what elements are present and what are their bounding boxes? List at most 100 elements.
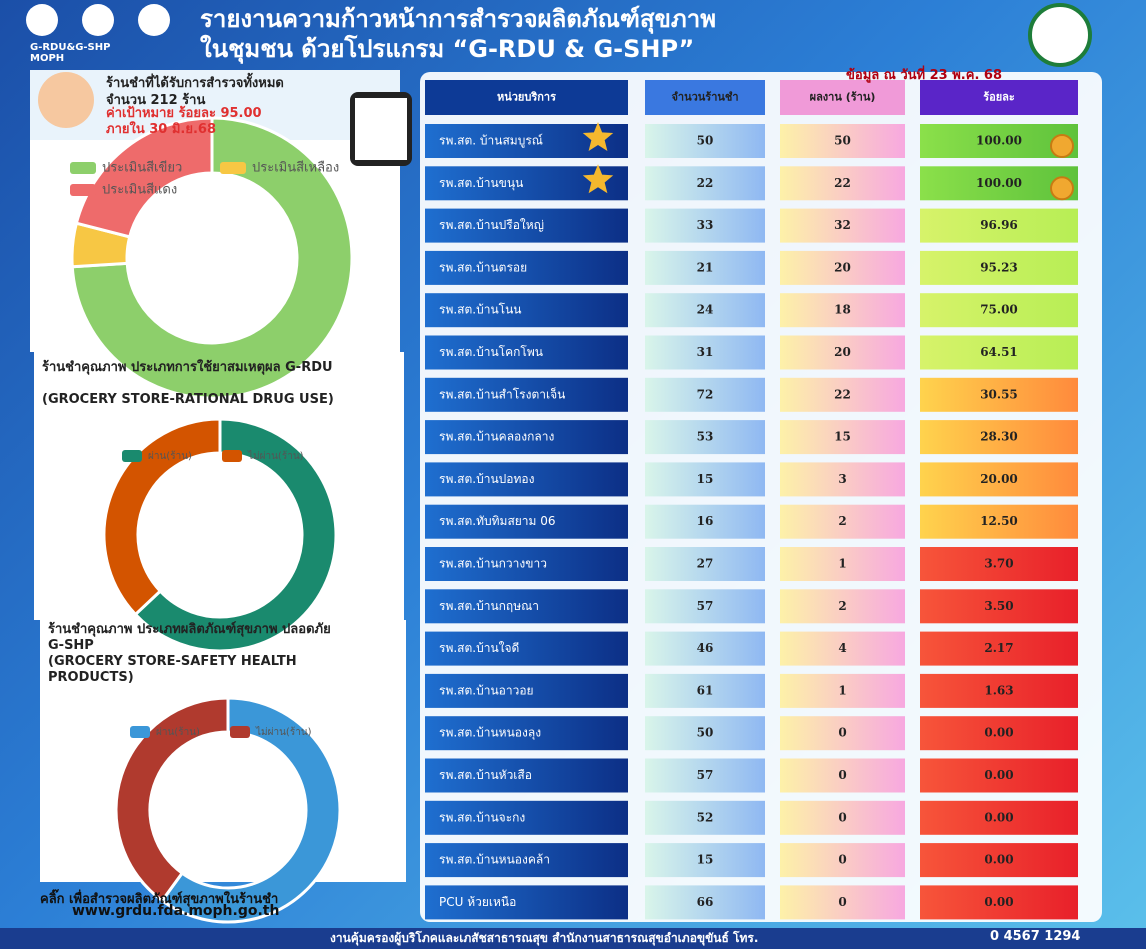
table-cell (920, 462, 1078, 497)
legend-swatch (70, 184, 96, 196)
cell-value: 0.00 (984, 895, 1013, 909)
cell-value: 2.17 (984, 641, 1013, 655)
legend-label: ประเมินสีแดง (102, 182, 177, 198)
legend-swatch (220, 162, 246, 174)
table-cell (645, 420, 765, 455)
star-icon (582, 122, 614, 151)
table-cell (425, 631, 628, 666)
table-cell (920, 673, 1078, 708)
summary-line: ภายใน 30 มิ.ย.68 (106, 122, 217, 137)
unit-name: รพ.สต.ทับทิมสยาม 06 (439, 514, 556, 528)
cell-value: 33 (697, 218, 714, 232)
table-cell (780, 462, 905, 497)
chart-subtitle: (GROCERY STORE-RATIONAL DRUG USE) (42, 392, 334, 407)
cell-value: 0 (838, 726, 846, 740)
cell-value: 20.00 (980, 472, 1018, 486)
table-cell (425, 335, 628, 370)
header-cell (780, 80, 905, 115)
table-cell (780, 631, 905, 666)
table-cell (780, 716, 905, 751)
unit-name: รพ.สต. บ้านสมบูรณ์ (439, 134, 543, 149)
table-cell (645, 800, 765, 835)
unit-name: รพ.สต.บ้านกวางขาว (439, 557, 547, 571)
medal-icon (1050, 134, 1074, 158)
table-cell (645, 166, 765, 201)
cell-value: 50 (834, 134, 851, 148)
table-cell (645, 673, 765, 708)
table-cell (645, 377, 765, 412)
table-cell (780, 800, 905, 835)
unit-name: รพ.สต.บ้านหนองคล้า (439, 853, 550, 867)
cell-value: 0.00 (984, 768, 1013, 782)
data-date: ข้อมูล ณ วันที่ 23 พ.ค. 68 (846, 68, 1002, 83)
cell-value: 50 (697, 726, 714, 740)
cell-value: 1 (838, 683, 846, 697)
table-cell (425, 504, 628, 539)
table-cell (920, 589, 1078, 624)
cell-value: 15 (697, 472, 714, 486)
table-cell (920, 800, 1078, 835)
table-cell (780, 420, 905, 455)
cell-value: 32 (834, 218, 851, 232)
table-cell (425, 716, 628, 751)
table-cell (780, 504, 905, 539)
medal-icon (1050, 176, 1074, 201)
table-cell (645, 462, 765, 497)
table-cell (425, 377, 628, 412)
footer-bar (0, 928, 1146, 949)
table-cell (425, 547, 628, 581)
unit-name: รพ.สต.บ้านอาวอย (439, 683, 534, 697)
legend-label: ไม่ผ่าน(ร้าน) (255, 726, 312, 738)
table-cell (920, 504, 1078, 539)
cell-value: 0 (838, 853, 846, 867)
cell-value: 64.51 (980, 345, 1018, 359)
avatar (38, 72, 94, 128)
unit-name: รพ.สต.บ้านโคกโพน (439, 345, 543, 359)
footer-phone: 0 4567 1294 (990, 929, 1081, 944)
header-cell (425, 80, 628, 115)
table-cell (920, 377, 1078, 412)
table-cell (425, 250, 628, 285)
link-caption: คลิ๊ก เพื่อสำรวจผลิตภัณฑ์สุขภาพในร้านชำ (40, 892, 279, 907)
chart-title: ร้านชำคุณภาพ ประเภทผลิตภัณฑ์สุขภาพ ปลอดภ… (48, 622, 331, 653)
table-cell (780, 843, 905, 878)
table-cell (645, 547, 765, 581)
header-label: หน่วยบริการ (497, 91, 556, 104)
title-line: ในชุมชน ด้วยโปรแกรม “G-RDU & G-SHP” (200, 35, 695, 63)
table-cell (425, 673, 628, 708)
unit-name: รพ.สต.บ้านตรอย (439, 260, 527, 274)
summary-line: ร้านชำที่ได้รับการสำรวจทั้งหมด (106, 76, 284, 91)
cell-value: 0 (838, 768, 846, 782)
cell-value: 3.70 (984, 557, 1013, 571)
table-cell (780, 335, 905, 370)
table-cell (645, 504, 765, 539)
cell-value: 3 (838, 472, 846, 486)
table-cell (920, 885, 1078, 920)
unit-name: รพ.สต.บ้านจะกง (439, 810, 525, 824)
logo (26, 4, 58, 36)
header-cell (645, 80, 765, 115)
header-label: จำนวนร้านชำ (671, 91, 738, 104)
table-cell (920, 420, 1078, 455)
cell-value: 0.00 (984, 853, 1013, 867)
header-cell (920, 80, 1078, 115)
cell-value: 100.00 (976, 134, 1022, 148)
star-icon (582, 164, 614, 194)
donut-slice (70, 116, 354, 400)
table-cell (920, 631, 1078, 666)
table-cell (780, 250, 905, 285)
cell-value: 66 (697, 895, 714, 909)
cell-value: 12.50 (980, 514, 1018, 528)
unit-name: รพ.สต.บ้านหนองลุง (439, 726, 541, 741)
unit-name: รพ.สต.บ้านกฤษณา (439, 599, 539, 613)
unit-name: รพ.สต.บ้านขนุน (439, 176, 523, 191)
unit-name: PCU ห้วยเหนือ (439, 895, 516, 909)
link-url[interactable]: www.grdu.fda.moph.go.th (72, 903, 280, 919)
cell-value: 72 (697, 387, 714, 401)
cell-value: 30.55 (980, 387, 1018, 401)
legend-label: ประเมินสีเหลือง (252, 160, 339, 176)
table-cell (780, 885, 905, 920)
cell-value: 96.96 (980, 218, 1018, 232)
